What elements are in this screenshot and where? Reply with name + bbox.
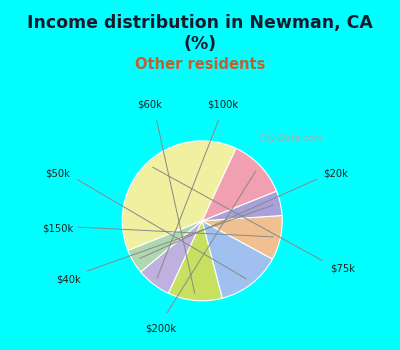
Text: $75k: $75k [330, 264, 355, 274]
Text: $50k: $50k [45, 168, 70, 178]
Text: (%): (%) [184, 35, 216, 53]
Text: $150k: $150k [42, 224, 74, 233]
Text: $100k: $100k [207, 99, 238, 109]
Wedge shape [168, 221, 222, 301]
Text: Other residents: Other residents [135, 57, 265, 72]
Text: $200k: $200k [146, 323, 177, 334]
Wedge shape [122, 141, 236, 251]
Wedge shape [202, 191, 282, 221]
Wedge shape [128, 221, 202, 272]
Wedge shape [202, 221, 272, 298]
Wedge shape [202, 148, 276, 221]
Text: $20k: $20k [323, 168, 348, 178]
Text: Income distribution in Newman, CA: Income distribution in Newman, CA [27, 14, 373, 32]
Text: $60k: $60k [138, 99, 162, 109]
Text: City-Data.com: City-Data.com [258, 134, 322, 143]
Wedge shape [202, 216, 282, 259]
Text: $40k: $40k [56, 275, 81, 285]
Wedge shape [141, 221, 202, 293]
